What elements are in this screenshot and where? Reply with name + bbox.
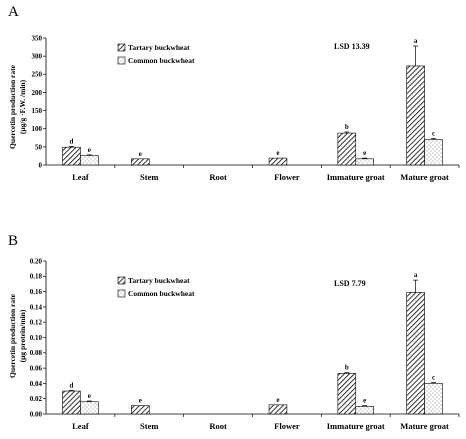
- bar-tartary: [406, 292, 425, 415]
- y-tick-label: 300: [32, 53, 43, 61]
- legend-label-common: Common buckwheat: [128, 289, 195, 298]
- bar-tartary: [268, 404, 288, 415]
- legend-label-common: Common buckwheat: [128, 56, 195, 65]
- y-tick-label: 0.14: [30, 303, 43, 311]
- y-tick-label: 0.04: [30, 380, 43, 388]
- significance-letter: e: [363, 149, 366, 157]
- y-axis-label-units: (µg/g ·F.W. /min): [18, 79, 27, 134]
- legend-label-tartary: Tartary buckwheat: [128, 276, 190, 285]
- significance-letter: e: [276, 149, 279, 157]
- y-axis-label: Quercetin production rate: [8, 293, 17, 378]
- significance-letter: e: [276, 396, 279, 404]
- y-tick-label: 0.06: [30, 365, 43, 373]
- x-tick-label: Immature groat: [327, 421, 385, 431]
- significance-letter: b: [345, 123, 349, 131]
- y-tick-label: 100: [32, 125, 43, 133]
- y-axis-label-units: (μg protein/min): [18, 309, 27, 362]
- y-tick-label: 0.10: [30, 334, 43, 342]
- x-tick-label: Mature groat: [400, 172, 449, 182]
- significance-letter: d: [70, 137, 74, 145]
- bar-common: [424, 383, 443, 415]
- lsd-annotation: LSD 7.79: [334, 279, 366, 288]
- y-tick-label: 50: [35, 143, 43, 151]
- significance-letter: e: [88, 146, 91, 154]
- significance-letter: a: [414, 37, 418, 45]
- legend-swatch-common: [117, 56, 126, 65]
- significance-letter: e: [363, 397, 366, 405]
- bar-tartary: [406, 65, 425, 166]
- x-tick-label: Leaf: [72, 421, 89, 431]
- y-tick-label: 250: [32, 71, 43, 79]
- y-tick-label: 0.02: [30, 395, 43, 403]
- x-tick-label: Mature groat: [400, 421, 449, 431]
- chart-panel-b: B Quercetin production rate (μg protein/…: [8, 233, 460, 431]
- bar-tartary: [62, 390, 81, 415]
- significance-letter: e: [88, 392, 91, 400]
- x-tick-label: Root: [209, 172, 227, 182]
- x-tick-label: Root: [209, 421, 227, 431]
- y-tick-label: 0.08: [30, 349, 43, 357]
- chart-panel-a: A Quercetin production rate (µg/g ·F.W. …: [8, 4, 460, 182]
- significance-letter: d: [70, 381, 74, 389]
- x-tick-label: Flower: [274, 421, 300, 431]
- bar-common: [355, 158, 374, 166]
- y-tick-label: 0.00: [30, 410, 43, 418]
- bar-tartary: [268, 157, 288, 166]
- significance-letter: c: [432, 374, 435, 382]
- y-axis-label: Quercetin production rate: [8, 64, 17, 149]
- legend: Tartary buckwheat Common buckwheat: [117, 276, 195, 298]
- significance-letter: e: [139, 150, 142, 158]
- bar-common: [80, 155, 99, 166]
- significance-letter: e: [139, 397, 142, 405]
- significance-letter: c: [432, 130, 435, 138]
- x-tick-label: Flower: [274, 172, 300, 182]
- bar-tartary: [337, 132, 357, 166]
- y-tick-label: 0.12: [30, 319, 43, 327]
- bar-common: [424, 139, 443, 166]
- y-tick-label: 0.16: [30, 288, 43, 296]
- y-tick-label: 200: [32, 89, 43, 97]
- y-tick-label: 0.20: [30, 257, 43, 265]
- bar-tartary: [131, 158, 150, 166]
- bar-common: [80, 401, 99, 415]
- significance-letter: a: [414, 271, 418, 279]
- x-tick-label: Stem: [140, 172, 158, 182]
- legend: Tartary buckwheat Common buckwheat: [117, 43, 195, 65]
- y-tick-label: 0: [39, 161, 43, 169]
- panel-label: A: [8, 4, 19, 20]
- legend-swatch-tartary: [117, 43, 126, 52]
- legend-swatch-tartary: [117, 276, 126, 285]
- x-tick-label: Stem: [140, 421, 158, 431]
- y-tick-label: 150: [32, 107, 43, 115]
- x-tick-label: Leaf: [72, 172, 89, 182]
- y-tick-label: 350: [32, 34, 43, 42]
- panel-label: B: [8, 233, 18, 249]
- bar-tartary: [62, 146, 81, 166]
- legend-swatch-common: [117, 289, 126, 298]
- x-tick-label: Immature groat: [327, 172, 385, 182]
- significance-letter: b: [345, 364, 349, 372]
- lsd-annotation: LSD 13.39: [334, 42, 370, 51]
- bar-common: [355, 406, 374, 415]
- legend-label-tartary: Tartary buckwheat: [128, 43, 190, 52]
- bar-tartary: [337, 373, 357, 415]
- y-tick-label: 0.18: [30, 273, 43, 281]
- bar-tartary: [131, 405, 150, 415]
